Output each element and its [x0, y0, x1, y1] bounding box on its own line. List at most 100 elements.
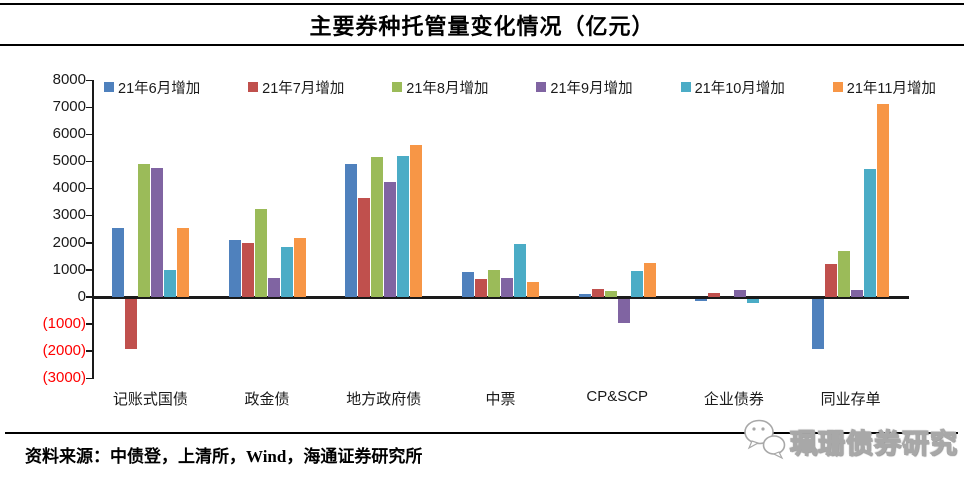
legend-label: 21年8月增加 [406, 80, 489, 97]
legend-label: 21年7月增加 [262, 80, 345, 97]
bar-21年10月增加-CP&SCP [630, 270, 643, 297]
source-note: 资料来源：中债登，上清所，Wind，海通证券研究所 [25, 447, 423, 466]
y-axis-line [92, 80, 94, 379]
y-tick-mark [86, 296, 93, 298]
bar-21年10月增加-记账式国债 [163, 269, 176, 297]
x-axis-zero-line [92, 295, 909, 299]
legend-swatch [832, 82, 843, 92]
title-rule [0, 44, 964, 46]
bar-21年10月增加-同业存单 [864, 169, 877, 297]
bar-21年6月增加-企业债券 [695, 298, 708, 302]
bar-21年10月增加-企业债券 [747, 298, 760, 303]
y-tick-label: 7000 [52, 98, 86, 116]
legend-label: 21年11月增加 [846, 80, 936, 97]
legend-item-21年11月增加: 21年11月增加 [832, 77, 936, 98]
bar-21年8月增加-地方政府债 [371, 157, 384, 297]
y-tick-label: 4000 [52, 179, 86, 197]
y-tick-mark [86, 187, 93, 190]
legend-label: 21年9月增加 [550, 80, 633, 97]
bar-21年9月增加-记账式国债 [150, 168, 163, 297]
bar-21年9月增加-同业存单 [851, 289, 864, 297]
y-tick-mark [86, 242, 93, 244]
bar-21年9月增加-CP&SCP [617, 298, 630, 324]
bar-21年7月增加-政金债 [241, 242, 254, 297]
bar-21年11月增加-CP&SCP [643, 262, 656, 297]
x-category-label: 地方政府债 [346, 391, 422, 408]
bar-21年7月增加-记账式国债 [124, 298, 137, 349]
bar-21年6月增加-中票 [462, 272, 474, 297]
y-tick-mark [86, 377, 93, 379]
bar-21年8月增加-政金债 [254, 208, 267, 297]
bar-21年6月增加-记账式国债 [111, 227, 124, 297]
watermark-label: 珮珊债券研究 [789, 428, 958, 459]
legend-swatch [680, 82, 691, 92]
bar-21年9月增加-政金债 [267, 277, 280, 297]
y-tick-mark [86, 79, 93, 81]
bar-21年6月增加-政金债 [228, 239, 241, 297]
y-tick-mark [86, 133, 93, 136]
legend-label: 21年6月增加 [118, 80, 201, 97]
y-tick-label: (1000) [42, 314, 86, 332]
legend-label: 21年10月增加 [694, 80, 785, 97]
bar-21年9月增加-地方政府债 [384, 181, 397, 297]
bar-21年6月增加-同业存单 [812, 298, 825, 349]
bar-21年11月增加-政金债 [293, 238, 306, 297]
legend-item-21年8月增加: 21年8月增加 [392, 77, 488, 98]
bar-21年6月增加-CP&SCP [578, 294, 591, 297]
bar-21年11月增加-记账式国债 [176, 227, 189, 297]
bar-21年7月增加-企业债券 [708, 292, 721, 297]
x-category-label: 企业债券 [703, 391, 764, 408]
y-tick-label: 6000 [52, 125, 86, 143]
bar-21年8月增加-CP&SCP [604, 291, 617, 297]
x-category-label: CP&SCP [586, 388, 649, 405]
legend-item-21年7月增加: 21年7月增加 [248, 77, 344, 98]
y-tick-label: 8000 [52, 71, 86, 88]
bar-21年8月增加-同业存单 [838, 250, 851, 297]
bar-21年10月增加-地方政府债 [397, 155, 410, 297]
y-tick-label: (3000) [42, 369, 86, 386]
y-tick-label: 0 [77, 287, 86, 305]
y-tick-mark [86, 323, 93, 325]
bar-21年7月增加-CP&SCP [591, 288, 604, 297]
page-title: 主要券种托管量变化情况（亿元） [309, 14, 655, 39]
legend-swatch [248, 82, 259, 92]
bar-21年10月增加-政金债 [280, 246, 293, 297]
y-tick-mark [86, 160, 93, 163]
top-rule [0, 3, 964, 5]
footer-rule [5, 432, 958, 434]
y-tick-label: 5000 [52, 152, 86, 170]
y-tick-mark [86, 350, 93, 352]
watermark: 珮珊债券研究 [742, 417, 958, 466]
x-category-label: 政金债 [244, 391, 290, 408]
bar-21年11月增加-中票 [527, 281, 539, 297]
x-category-label: 中票 [485, 391, 516, 408]
y-tick-mark [86, 214, 93, 217]
bar-21年9月增加-企业债券 [734, 289, 747, 297]
y-tick-label: 1000 [52, 260, 86, 278]
y-tick-mark [86, 269, 93, 271]
y-tick-label: 2000 [52, 233, 86, 251]
legend-swatch [104, 82, 114, 92]
chart-legend: 21年6月增加 21年7月增加 21年8月增加 21年9月增加 21年10月增加 21年1… [104, 77, 936, 97]
bar-21年8月增加-中票 [488, 269, 500, 297]
wechat-chat-bubbles-icon [742, 417, 788, 466]
y-tick-mark [86, 106, 93, 109]
y-tick-label: 3000 [52, 206, 86, 224]
legend-item-21年9月增加: 21年9月增加 [536, 77, 633, 98]
bar-21年7月增加-中票 [475, 279, 487, 297]
bar-21年6月增加-地方政府债 [345, 163, 358, 297]
bar-21年10月增加-中票 [514, 243, 526, 297]
bar-21年7月增加-同业存单 [825, 264, 838, 297]
legend-swatch [536, 82, 547, 92]
legend-swatch [392, 82, 403, 92]
legend-item-21年10月增加: 21年10月增加 [680, 77, 785, 98]
bar-21年9月增加-中票 [501, 277, 513, 297]
y-tick-label: (2000) [42, 341, 86, 359]
x-category-label: 记账式国债 [112, 391, 188, 408]
legend-item-21年6月增加: 21年6月增加 [104, 77, 200, 98]
bar-21年11月增加-地方政府债 [410, 145, 423, 297]
bar-21年8月增加-记账式国债 [137, 163, 150, 297]
x-category-label: 同业存单 [820, 391, 881, 408]
bar-21年7月增加-地方政府债 [358, 197, 371, 297]
